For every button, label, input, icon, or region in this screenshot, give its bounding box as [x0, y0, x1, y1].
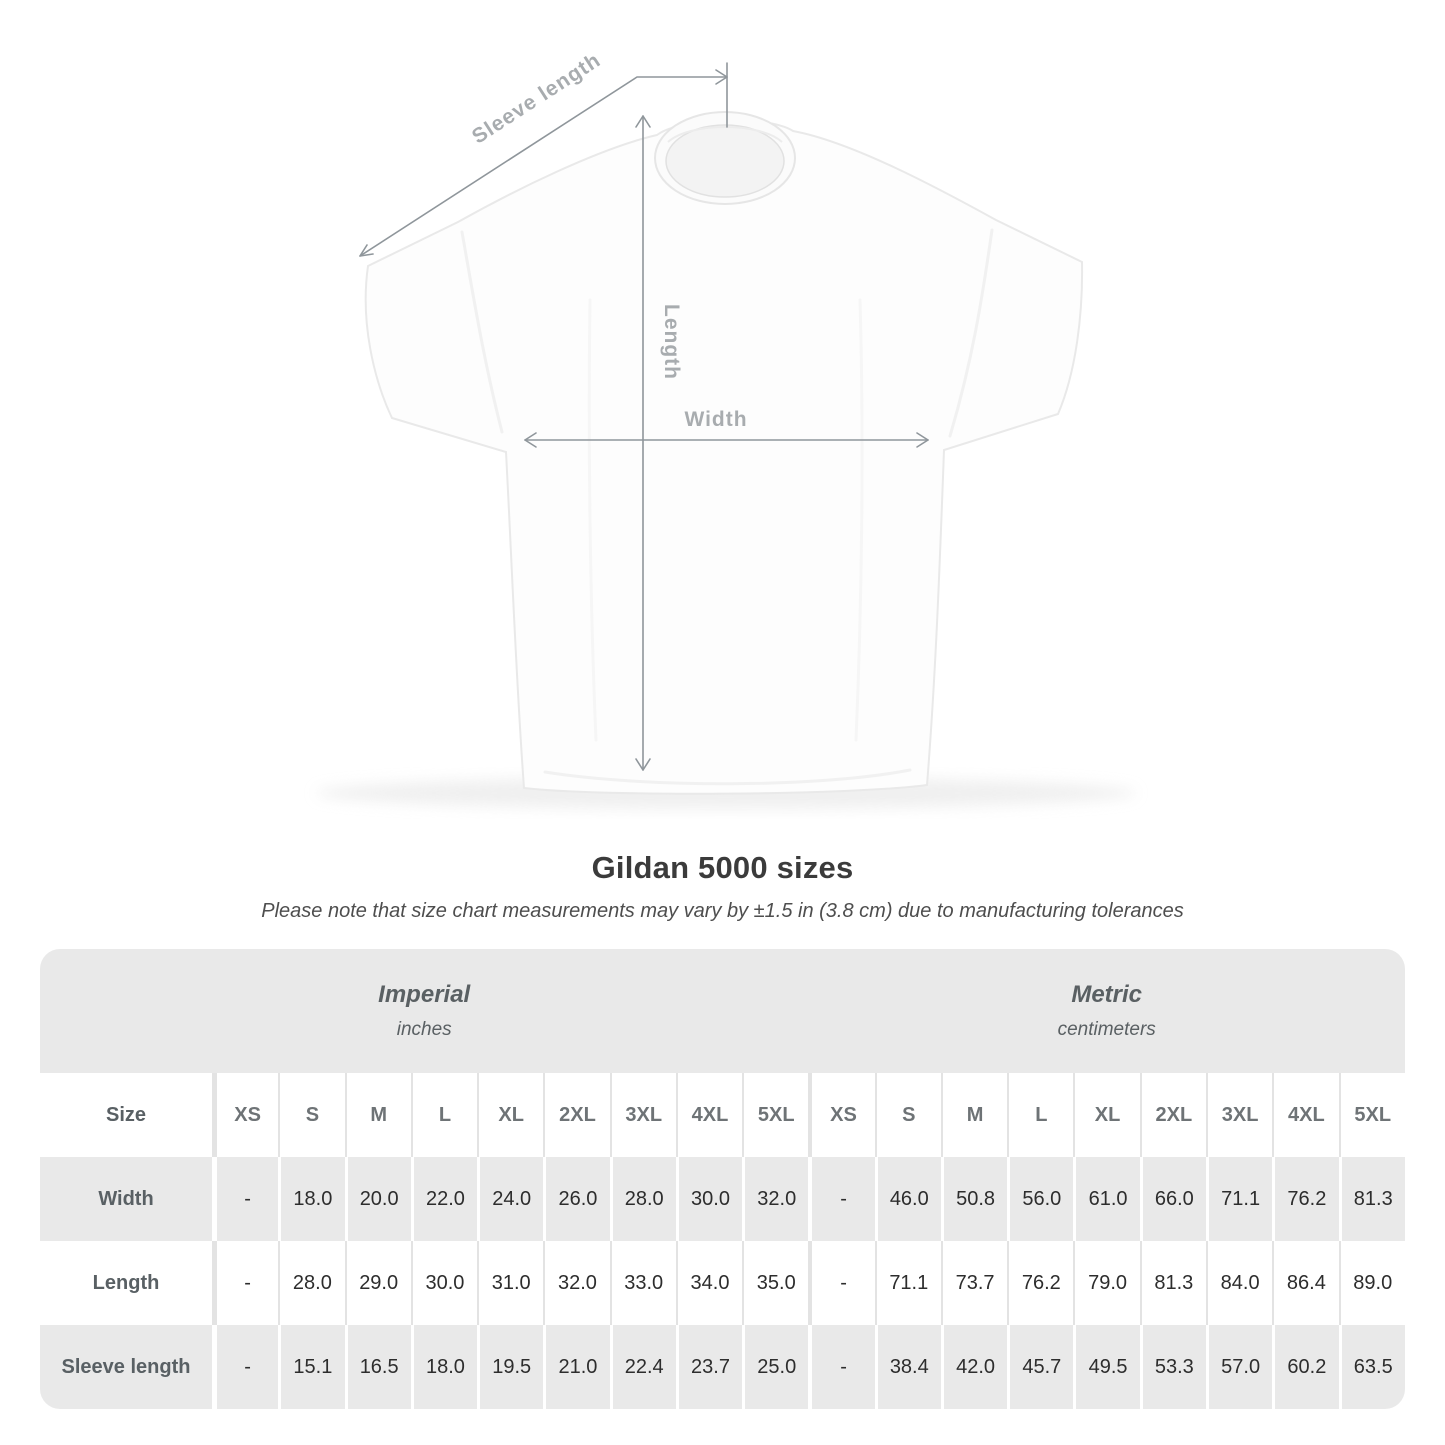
tshirt-measurement-diagram: Sleeve length Length Width: [316, 48, 1136, 809]
value-cell: 66.0: [1139, 1157, 1206, 1241]
row-label: Length: [40, 1241, 212, 1325]
size-column-header-metric-2xl: 2XL: [1139, 1073, 1206, 1157]
value-cell: 71.1: [1205, 1157, 1273, 1241]
width-label: Width: [684, 408, 747, 431]
size-column-header-imperial-5xl: 5XL: [742, 1073, 809, 1157]
unit-header-imperial: Imperial inches: [40, 949, 809, 1073]
value-cell: 29.0: [344, 1241, 411, 1325]
size-column-header-metric-xl: XL: [1073, 1073, 1140, 1157]
value-cell: 81.3: [1139, 1241, 1206, 1325]
value-cell: 89.0: [1338, 1241, 1405, 1325]
sleeve-length-label: Sleeve length: [468, 48, 605, 148]
size-corner-header: Size: [40, 1073, 212, 1157]
value-cell: -: [212, 1325, 279, 1409]
value-cell: 32.0: [742, 1157, 809, 1241]
value-cell: 18.0: [278, 1157, 345, 1241]
value-cell: 24.0: [477, 1157, 544, 1241]
tolerance-note: Please note that size chart measurements…: [261, 900, 1184, 922]
value-cell: 22.0: [410, 1157, 478, 1241]
value-cell: 26.0: [543, 1157, 610, 1241]
value-cell: 31.0: [477, 1241, 544, 1325]
value-cell: -: [808, 1325, 875, 1409]
value-cell: 30.0: [675, 1157, 743, 1241]
size-column-header-imperial-m: M: [344, 1073, 411, 1157]
value-cell: 22.4: [609, 1325, 676, 1409]
length-dimension: Length: [635, 115, 683, 771]
value-cell: 23.7: [675, 1325, 743, 1409]
tshirt-graphic: [364, 111, 1084, 795]
value-cell: 28.0: [278, 1241, 345, 1325]
value-cell: 71.1: [874, 1241, 941, 1325]
size-header-row: Size XS S M L XL 2XL 3XL 4XL 5XL XS S M L XL 2XL 3XL 4XL…: [40, 1073, 1405, 1157]
page-title: Gildan 5000 sizes: [591, 850, 854, 885]
size-table: Imperial inches Metric centimeters Size …: [40, 949, 1405, 1409]
value-cell: 81.3: [1338, 1157, 1405, 1241]
row-label: Sleeve length: [40, 1325, 212, 1409]
measurement-row: Sleeve length -15.1 16.5 18.0 19.5 21.0 22.4 23…: [40, 1325, 1405, 1409]
value-cell: 61.0: [1073, 1157, 1140, 1241]
value-cell: 86.4: [1272, 1241, 1339, 1325]
value-cell: 76.2: [1007, 1241, 1074, 1325]
value-cell: 49.5: [1073, 1325, 1140, 1409]
value-cell: -: [212, 1157, 279, 1241]
value-cell: 30.0: [410, 1241, 478, 1325]
value-cell: 46.0: [874, 1157, 941, 1241]
size-column-header-imperial-s: S: [278, 1073, 345, 1157]
value-cell: 33.0: [609, 1241, 676, 1325]
centimeters-label: centimeters: [1057, 1019, 1156, 1040]
row-label: Width: [40, 1157, 212, 1241]
value-cell: 38.4: [874, 1325, 941, 1409]
size-column-header-imperial-l: L: [410, 1073, 478, 1157]
value-cell: 79.0: [1073, 1241, 1140, 1325]
metric-label: Metric: [1071, 981, 1143, 1008]
value-cell: 45.7: [1007, 1325, 1074, 1409]
value-cell: -: [808, 1241, 875, 1325]
value-cell: -: [808, 1157, 875, 1241]
value-cell: 53.3: [1139, 1325, 1206, 1409]
size-column-header-imperial-2xl: 2XL: [543, 1073, 610, 1157]
value-cell: 63.5: [1338, 1325, 1405, 1409]
value-cell: 56.0: [1007, 1157, 1074, 1241]
value-cell: 76.2: [1272, 1157, 1339, 1241]
value-cell: 16.5: [344, 1325, 411, 1409]
value-cell: 32.0: [543, 1241, 610, 1325]
size-column-header-imperial-xl: XL: [477, 1073, 544, 1157]
value-cell: -: [212, 1241, 279, 1325]
width-dimension: Width: [524, 408, 929, 448]
length-label: Length: [660, 304, 683, 380]
size-column-header-metric-m: M: [940, 1073, 1008, 1157]
size-column-header-metric-5xl: 5XL: [1338, 1073, 1405, 1157]
value-cell: 57.0: [1205, 1325, 1273, 1409]
size-column-header-metric-4xl: 4XL: [1272, 1073, 1339, 1157]
value-cell: 42.0: [940, 1325, 1008, 1409]
size-column-header-imperial-xs: XS: [212, 1073, 279, 1157]
value-cell: 21.0: [543, 1325, 610, 1409]
inches-label: inches: [396, 1019, 452, 1040]
size-table-container: Imperial inches Metric centimeters Size …: [40, 949, 1405, 1409]
size-column-header-metric-l: L: [1007, 1073, 1074, 1157]
value-cell: 20.0: [344, 1157, 411, 1241]
value-cell: 35.0: [742, 1241, 809, 1325]
value-cell: 50.8: [940, 1157, 1008, 1241]
value-cell: 18.0: [410, 1325, 478, 1409]
measurement-row: Width -18.0 20.0 22.0 24.0 26.0 28.0 30.0 32.0-4…: [40, 1157, 1405, 1241]
value-cell: 15.1: [278, 1325, 345, 1409]
value-cell: 28.0: [609, 1157, 676, 1241]
value-cell: 60.2: [1272, 1325, 1339, 1409]
unit-header-metric: Metric centimeters: [808, 949, 1405, 1073]
unit-header-row: Imperial inches Metric centimeters: [40, 949, 1405, 1073]
value-cell: 25.0: [742, 1325, 809, 1409]
size-column-header-imperial-4xl: 4XL: [675, 1073, 743, 1157]
size-column-header-metric-3xl: 3XL: [1205, 1073, 1273, 1157]
imperial-label: Imperial: [378, 981, 471, 1008]
size-column-header-metric-xs: XS: [808, 1073, 875, 1157]
size-column-header-metric-s: S: [874, 1073, 941, 1157]
measurement-row: Length -28.0 29.0 30.0 31.0 32.0 33.0 34.0 35.0-…: [40, 1241, 1405, 1325]
size-column-header-imperial-3xl: 3XL: [609, 1073, 676, 1157]
value-cell: 73.7: [940, 1241, 1008, 1325]
value-cell: 84.0: [1205, 1241, 1273, 1325]
value-cell: 34.0: [675, 1241, 743, 1325]
value-cell: 19.5: [477, 1325, 544, 1409]
